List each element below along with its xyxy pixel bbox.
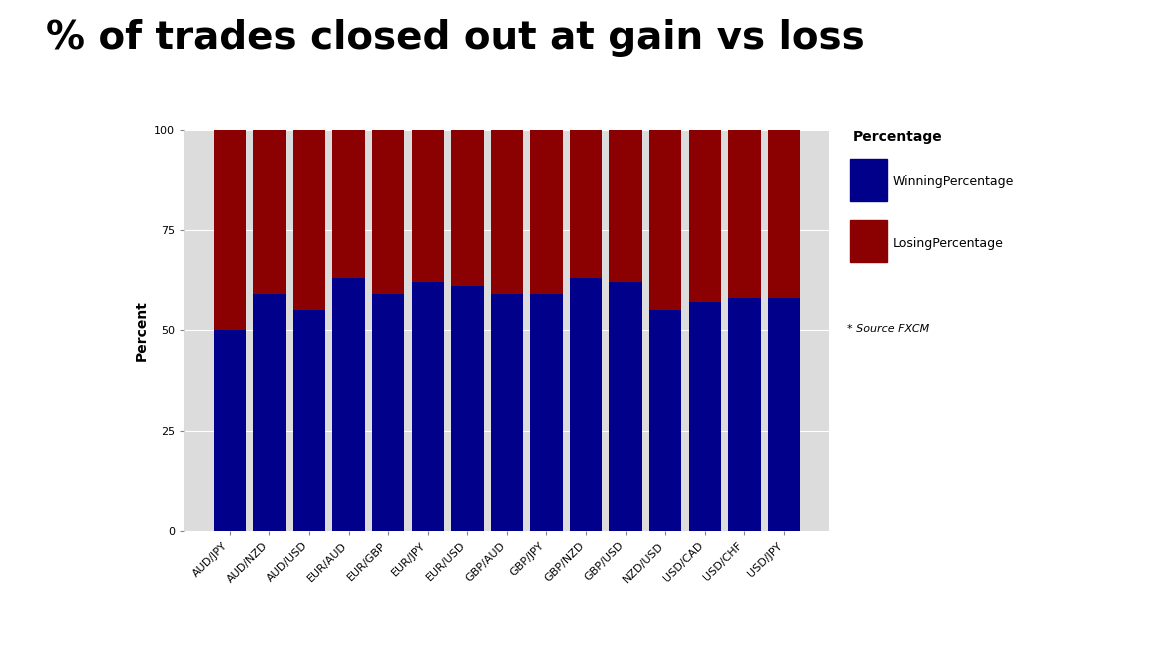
Bar <box>452 130 484 286</box>
Bar <box>411 283 444 531</box>
Bar <box>491 130 523 294</box>
Bar <box>767 298 801 531</box>
Bar <box>452 286 484 531</box>
Text: LosingPercentage: LosingPercentage <box>893 237 1003 249</box>
Bar <box>689 303 721 531</box>
Bar <box>213 330 247 531</box>
Bar <box>293 130 325 310</box>
Text: WinningPercentage: WinningPercentage <box>893 175 1014 188</box>
Bar <box>372 294 404 531</box>
Bar <box>570 130 602 278</box>
Bar <box>609 283 642 531</box>
Bar <box>293 310 325 531</box>
Y-axis label: Percent: Percent <box>135 300 149 361</box>
Bar <box>372 130 404 294</box>
Bar <box>609 130 642 283</box>
Bar <box>728 298 760 531</box>
Bar <box>411 130 444 283</box>
Bar <box>728 130 760 298</box>
Bar <box>333 130 365 278</box>
Text: * Source FXCM: * Source FXCM <box>847 324 929 334</box>
Bar <box>333 278 365 531</box>
Bar <box>767 130 801 298</box>
Bar <box>649 130 681 310</box>
Bar <box>213 130 247 330</box>
Bar <box>253 294 286 531</box>
Bar <box>689 130 721 303</box>
Bar <box>530 294 562 531</box>
Bar <box>253 130 286 294</box>
Bar <box>570 278 602 531</box>
Bar <box>491 294 523 531</box>
Text: Percentage: Percentage <box>852 130 942 144</box>
Bar <box>530 130 562 294</box>
Text: % of trades closed out at gain vs loss: % of trades closed out at gain vs loss <box>46 19 865 58</box>
Bar <box>649 310 681 531</box>
